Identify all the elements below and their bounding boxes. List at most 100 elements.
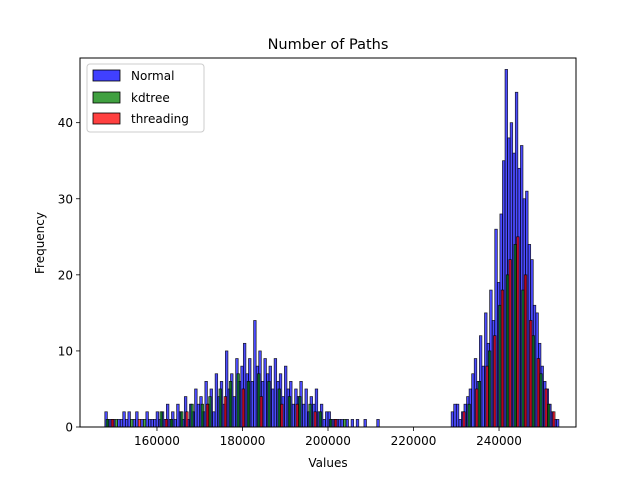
bar-kdtree-25 [487, 350, 492, 428]
bar-kdtree-7 [190, 403, 194, 428]
bar-normal-38 [212, 411, 216, 428]
bar-normal-88 [340, 419, 344, 428]
bar-kdtree-20 [318, 411, 322, 428]
bar-normal-9 [132, 419, 136, 428]
bar-normal-82 [325, 411, 329, 428]
bar-normal-102 [471, 373, 475, 428]
bar-kdtree-22 [343, 419, 347, 428]
legend-swatch-threading [92, 112, 121, 125]
legend-swatch-normal [92, 69, 121, 82]
bar-normal-87 [337, 419, 342, 428]
bar-threading-8 [280, 403, 284, 428]
bar-normal-90 [350, 419, 355, 428]
bar-normal-39 [214, 373, 219, 428]
bar-threading-22 [544, 388, 548, 428]
bar-kdtree-27 [505, 274, 510, 428]
bar-kdtree-12 [236, 373, 240, 428]
bar-threading-9 [295, 403, 299, 428]
legend-label-threading: threading [131, 112, 189, 126]
histogram-bars [104, 69, 560, 428]
bar-normal-81 [322, 419, 326, 428]
bar-normal-62 [273, 358, 278, 428]
bar-threading-5 [223, 396, 228, 428]
series-threading [110, 236, 556, 428]
x-tick-label-3: 220000 [391, 434, 437, 448]
bar-kdtree-11 [228, 381, 233, 428]
bar-normal-93 [376, 419, 380, 428]
bar-kdtree-32 [546, 403, 551, 428]
bar-kdtree-17 [287, 396, 292, 428]
legend-label-normal: Normal [131, 69, 174, 83]
bar-normal-24 [176, 403, 180, 428]
bar-kdtree-5 [169, 419, 174, 428]
bar-kdtree-6 [180, 411, 184, 428]
bar-kdtree-4 [159, 411, 163, 428]
bar-threading-20 [529, 320, 533, 428]
legend: Normal kdtree threading [86, 63, 205, 133]
bar-normal-135 [555, 419, 560, 428]
x-tick-label-0: 160000 [134, 434, 180, 448]
legend-label-kdtree: kdtree [131, 91, 170, 105]
bar-kdtree-28 [513, 244, 517, 428]
bar-threading-6 [241, 388, 245, 428]
bar-normal-15 [153, 419, 157, 428]
legend-swatch-kdtree [92, 91, 121, 104]
bar-normal-61 [271, 388, 275, 428]
bar-normal-66 [284, 365, 288, 428]
bar-normal-8 [127, 411, 131, 428]
bar-normal-53 [250, 381, 254, 428]
bar-normal-97 [458, 419, 462, 428]
bar-kdtree-29 [521, 289, 525, 428]
bar-normal-13 [148, 419, 152, 428]
bar-threading-13 [475, 388, 479, 428]
bar-normal-7 [124, 419, 129, 428]
bar-normal-6 [122, 411, 126, 428]
bar-threading-1 [137, 419, 142, 428]
bar-normal-92 [363, 419, 367, 428]
bar-normal-69 [291, 403, 295, 428]
bar-kdtree-30 [531, 335, 535, 428]
bar-normal-54 [253, 320, 257, 428]
y-axis-title: Frequency [33, 212, 47, 274]
bar-threading-21 [536, 358, 541, 428]
bar-threading-17 [508, 259, 512, 428]
bar-threading-2 [164, 419, 169, 428]
bar-normal-4 [117, 419, 121, 428]
bar-threading-4 [205, 403, 210, 428]
x-tick-label-2: 200000 [305, 434, 351, 448]
bar-kdtree-16 [277, 388, 281, 428]
bar-normal-46 [232, 396, 237, 428]
bar-threading-23 [552, 411, 556, 428]
bar-normal-73 [301, 403, 306, 428]
bar-threading-3 [185, 411, 189, 428]
bar-kdtree-3 [142, 419, 147, 428]
y-axis-ticks: 0 10 20 30 40 [58, 116, 80, 435]
bar-normal-10 [135, 411, 139, 428]
bar-threading-7 [259, 396, 263, 428]
bar-kdtree-31 [539, 373, 543, 428]
x-tick-label-4: 240000 [476, 434, 522, 448]
bar-normal-95 [453, 403, 457, 428]
bar-threading-15 [493, 335, 497, 428]
x-tick-label-1: 180000 [220, 434, 266, 448]
y-tick-label-3: 30 [58, 192, 73, 206]
bar-normal-74 [304, 388, 308, 428]
y-tick-label-4: 40 [58, 116, 73, 130]
bar-threading-12 [462, 411, 466, 428]
bar-kdtree-0 [105, 419, 110, 428]
bar-normal-94 [450, 411, 455, 428]
bar-kdtree-18 [298, 396, 302, 428]
y-tick-label-0: 0 [65, 421, 73, 435]
bar-threading-19 [523, 274, 528, 428]
bar-kdtree-13 [246, 381, 251, 428]
bar-kdtree-9 [208, 396, 212, 428]
y-tick-label-2: 20 [58, 268, 73, 282]
bar-normal-106 [481, 365, 485, 428]
bar-normal-89 [345, 419, 349, 428]
bar-normal-96 [455, 403, 460, 428]
bar-kdtree-15 [267, 381, 271, 428]
bar-normal-23 [173, 419, 177, 428]
bar-threading-0 [110, 419, 115, 428]
bar-normal-14 [150, 419, 154, 428]
